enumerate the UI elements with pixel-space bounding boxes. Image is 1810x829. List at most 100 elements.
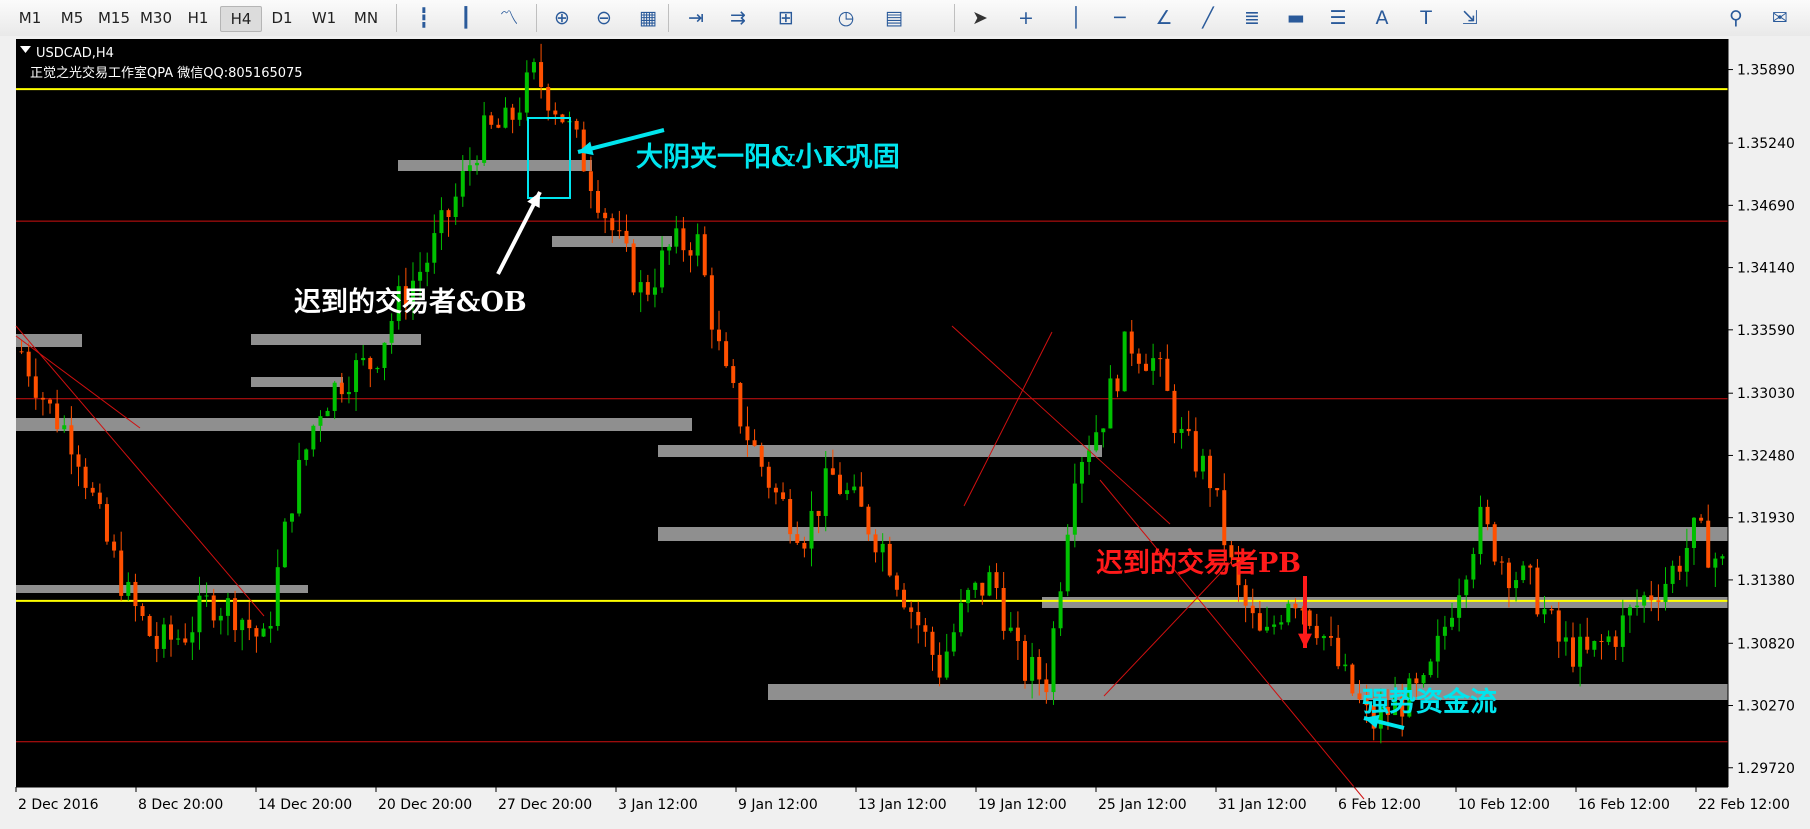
candle-body (1620, 615, 1625, 647)
candle-body (546, 86, 551, 111)
timeframe-m1-button[interactable]: M1 (18, 9, 42, 27)
price-zone[interactable] (16, 585, 308, 593)
fibo-channel-icon[interactable]: ☰ (1329, 7, 1347, 29)
candle-body (1699, 517, 1704, 521)
price-zone[interactable] (1042, 597, 1728, 608)
time-tick-label: 3 Jan 12:00 (618, 797, 698, 813)
candle-body (916, 611, 921, 626)
vertical-line-icon[interactable]: │ (1070, 7, 1082, 29)
candle-body (482, 115, 487, 163)
trendline-angle-icon[interactable]: ∠ (1155, 7, 1173, 29)
candle-body (724, 341, 729, 367)
candle-body (1030, 656, 1035, 681)
candle-body (802, 542, 807, 549)
templates-icon[interactable]: ▤ (885, 7, 903, 29)
chart-window[interactable]: 1.357171.345511.329811.311951.29950 1.35… (0, 36, 1810, 829)
candle-body (354, 360, 359, 393)
timeframe-mn-button[interactable]: MN (353, 9, 379, 27)
price-axis (1728, 39, 1810, 787)
candle-body (1101, 428, 1106, 433)
timeframe-w1-button[interactable]: W1 (311, 9, 337, 27)
price-zone[interactable] (251, 334, 421, 345)
chat-icon[interactable]: ✉ (1772, 7, 1788, 29)
candlestick-icon[interactable]: ┃ (460, 7, 472, 29)
candle-body (745, 426, 750, 441)
trendline-icon[interactable]: ╱ (1202, 7, 1214, 29)
candle-body (1193, 431, 1198, 472)
candle-body (90, 487, 95, 493)
price-zone[interactable] (398, 160, 592, 171)
tile-windows-icon[interactable]: ▦ (639, 7, 657, 29)
timeframe-d1-button[interactable]: D1 (271, 9, 293, 27)
candle-body (1336, 637, 1341, 667)
arrow-to-ob (496, 191, 542, 275)
candle-body (1087, 450, 1092, 462)
candle-body (1570, 637, 1575, 667)
candle-body (539, 62, 544, 87)
candle-body (453, 196, 458, 217)
trendline[interactable] (951, 325, 1171, 525)
search-icon[interactable]: ⚲ (1729, 7, 1743, 29)
line-chart-icon[interactable]: 〽 (499, 7, 519, 29)
highlight-box[interactable] (527, 117, 571, 199)
candles (19, 43, 1725, 744)
trendline[interactable] (963, 331, 1053, 507)
candle-body (1677, 565, 1682, 572)
timeframe-m30-button[interactable]: M30 (139, 9, 173, 27)
price-zone[interactable] (16, 334, 82, 347)
candle-body (1592, 641, 1597, 650)
price-tick-label: 1.35240 (1737, 136, 1795, 152)
indicators-icon[interactable]: ⊞ (778, 7, 794, 29)
price-chart[interactable]: 1.357171.345511.329811.311951.29950 1.35… (0, 36, 1810, 829)
trendlines[interactable] (15, 325, 1365, 800)
candle-body (1286, 603, 1291, 623)
timeframe-m5-button[interactable]: M5 (60, 9, 84, 27)
candle-body (304, 449, 309, 460)
candle-body (126, 581, 131, 596)
rectangle-icon[interactable]: ▬ (1287, 7, 1305, 29)
periods-clock-icon[interactable]: ◷ (837, 7, 855, 29)
timeframe-h1-button[interactable]: H1 (187, 9, 209, 27)
candle-body (674, 228, 679, 247)
time-tick-label: 19 Jan 12:00 (978, 797, 1067, 813)
support-resistance-zones (16, 160, 1728, 700)
candle-body (852, 486, 857, 491)
annotation-late-trader-ob-text: 迟到的交易者&OB (294, 286, 527, 318)
trendline[interactable] (15, 335, 141, 429)
text-icon[interactable]: A (1375, 7, 1389, 29)
candle-body (716, 329, 721, 342)
candle-body (275, 567, 280, 626)
horizontal-line-icon[interactable]: ─ (1114, 7, 1126, 29)
price-zone[interactable] (658, 527, 1728, 541)
arrows-icon[interactable]: ⇲ (1462, 7, 1478, 29)
candle-body (1549, 609, 1554, 611)
price-zone[interactable] (16, 418, 692, 431)
bar-chart-icon[interactable]: ┇ (418, 7, 430, 29)
trendline[interactable] (1103, 560, 1233, 697)
symbol-dropdown-icon[interactable] (20, 46, 31, 53)
timeframe-m15-button[interactable]: M15 (97, 9, 131, 27)
price-zone[interactable] (768, 684, 1728, 700)
axes: 1.35890 1.35240 1.34690 1.34140 1.33590 1.330… (15, 39, 1810, 813)
plot-area[interactable] (16, 39, 1728, 787)
trendline[interactable] (15, 325, 265, 617)
price-zone[interactable] (658, 445, 1102, 457)
candle-body (496, 124, 501, 128)
text-label-icon[interactable]: T (1420, 7, 1432, 29)
trendline[interactable] (1099, 479, 1365, 800)
chart-shift-icon[interactable]: ⇥ (688, 7, 704, 29)
candle-body (19, 351, 24, 353)
cursor-icon[interactable]: ➤ (972, 7, 988, 29)
candle-body (702, 234, 707, 276)
zoom-out-icon[interactable]: ⊖ (596, 7, 612, 29)
crosshair-icon[interactable]: + (1018, 7, 1034, 29)
candle-body (297, 459, 302, 514)
candle-body (204, 595, 209, 597)
timeframe-h4-button[interactable]: H4 (220, 6, 262, 32)
price-tick-label: 1.33590 (1737, 323, 1795, 339)
fibonacci-icon[interactable]: ≣ (1244, 7, 1260, 29)
autoscroll-icon[interactable]: ⇉ (730, 7, 746, 29)
zoom-in-icon[interactable]: ⊕ (554, 7, 570, 29)
candle-body (268, 625, 273, 629)
price-zone[interactable] (251, 377, 343, 387)
